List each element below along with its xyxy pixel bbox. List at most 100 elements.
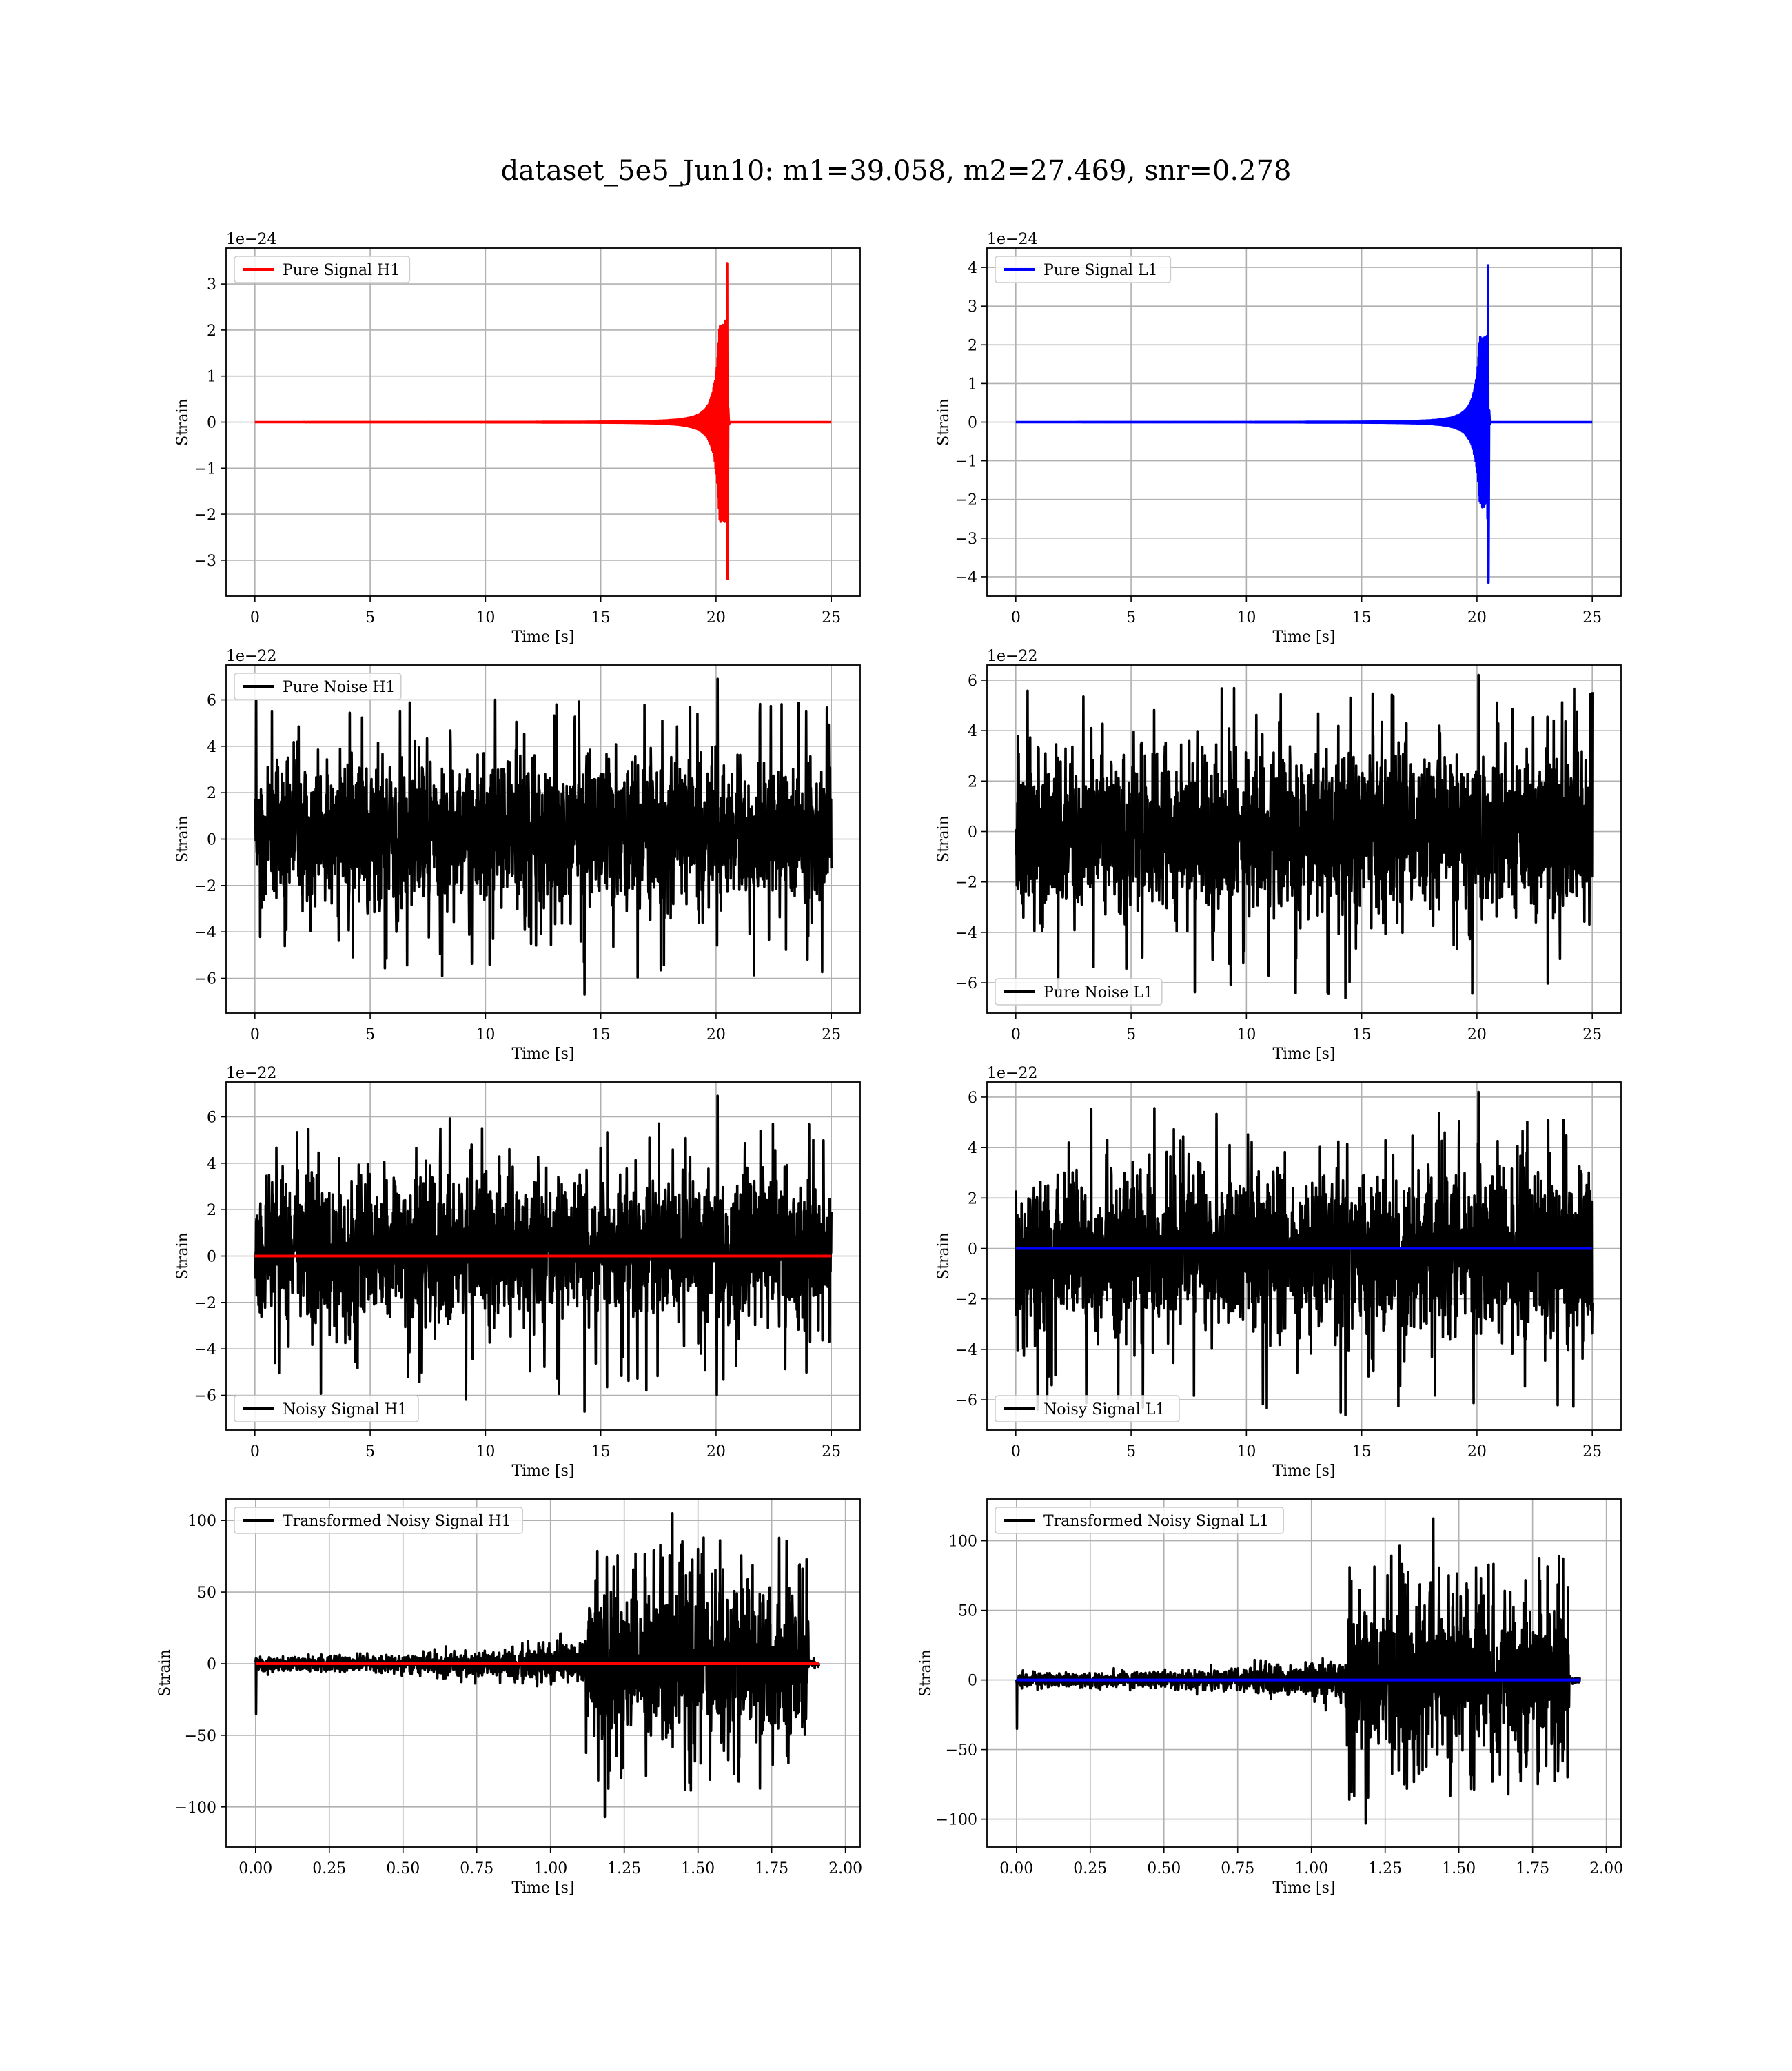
y-tick-label: −6 — [955, 1392, 977, 1409]
x-tick-label: 15 — [1352, 1443, 1372, 1460]
x-tick-label: 25 — [1582, 1026, 1602, 1043]
y-tick-label: −100 — [936, 1812, 977, 1829]
y-tick-label: −2 — [194, 1295, 216, 1312]
legend: Pure Signal L1 — [995, 256, 1172, 283]
x-axis-label: Time [s] — [511, 1879, 574, 1897]
x-tick-label: 10 — [476, 1443, 495, 1460]
y-tick-label: 2 — [207, 1202, 216, 1219]
y-tick-label: −6 — [955, 975, 977, 992]
subplot-noisy-signal-h1: 0 5 10 15 20 25 −6 −4 −2 0 2 4 6 Time [s] Strain 1e−22 N… — [174, 1065, 861, 1480]
y-tick-label: 4 — [968, 1140, 977, 1157]
y-offset-text: 1e−22 — [987, 648, 1037, 665]
y-tick-label: −6 — [194, 971, 216, 988]
y-offset-text: 1e−22 — [226, 1065, 276, 1082]
x-tick-label: 0.25 — [1073, 1860, 1107, 1877]
axes-frame — [986, 1498, 1622, 1848]
series-line-pure-noise-h1 — [254, 677, 833, 996]
x-tick-label: 20 — [706, 1443, 726, 1460]
legend: Pure Signal H1 — [234, 256, 411, 283]
y-tick-label: 6 — [207, 1110, 216, 1127]
x-tick-label: 15 — [591, 609, 611, 626]
legend-box — [234, 256, 411, 283]
y-tick-label: 4 — [207, 1156, 216, 1173]
axes-frame — [986, 1081, 1622, 1431]
x-tick-label: 1.75 — [1516, 1860, 1549, 1877]
y-tick-label: −50 — [946, 1742, 977, 1759]
subplot-noisy-signal-l1: 0 5 10 15 20 25 −6 −4 −2 0 2 4 6 Time [s] Strain 1e−22 N… — [935, 1065, 1622, 1480]
y-axis-label: Strain — [917, 1649, 935, 1697]
x-tick-label: 10 — [476, 609, 495, 626]
x-axis-label: Time [s] — [1272, 1879, 1335, 1897]
y-tick-label: 100 — [948, 1533, 977, 1551]
y-tick-label: −3 — [194, 553, 216, 570]
y-tick-label: 100 — [187, 1513, 216, 1530]
legend-box — [234, 673, 402, 700]
x-tick-label: 0 — [1011, 1443, 1021, 1460]
y-tick-label: 2 — [207, 785, 216, 802]
x-tick-label: 15 — [591, 1443, 611, 1460]
subplot-pure-signal-l1: 0 5 10 15 20 25 −4 −3 −2 −1 0 1 2 3 4 Time [s] Strain 1e−… — [935, 231, 1622, 646]
x-tick-label: 1.00 — [533, 1860, 567, 1877]
plot-area — [254, 262, 832, 580]
x-tick-label: 25 — [822, 609, 841, 626]
x-tick-label: 0.50 — [1147, 1860, 1181, 1877]
x-tick-label: 20 — [1467, 1026, 1487, 1043]
legend-label: Noisy Signal L1 — [1043, 1401, 1165, 1418]
legend-label: Noisy Signal H1 — [283, 1401, 407, 1418]
x-tick-label: 25 — [822, 1026, 841, 1043]
x-tick-label: 5 — [1126, 1026, 1136, 1043]
x-tick-label: 25 — [1582, 609, 1602, 626]
legend-label: Transformed Noisy Signal L1 — [1043, 1513, 1269, 1530]
legend-label: Transformed Noisy Signal H1 — [283, 1513, 511, 1530]
y-tick-label: −4 — [955, 925, 977, 942]
x-tick-label: 1.50 — [1442, 1860, 1476, 1877]
x-tick-label: 1.00 — [1294, 1860, 1328, 1877]
y-axis-label: Strain — [174, 815, 192, 863]
y-axis-label: Strain — [174, 398, 192, 446]
legend-box — [234, 1507, 523, 1534]
x-tick-label: 10 — [1236, 609, 1256, 626]
x-tick-label: 0.00 — [238, 1860, 272, 1877]
legend: Noisy Signal H1 — [234, 1395, 419, 1422]
x-tick-label: 20 — [706, 1026, 726, 1043]
y-tick-label: 3 — [207, 276, 216, 294]
x-tick-label: 5 — [365, 1443, 375, 1460]
legend-box — [995, 1507, 1284, 1534]
x-tick-label: 0 — [250, 609, 260, 626]
y-offset-text: 1e−24 — [987, 231, 1037, 248]
x-tick-label: 0.50 — [386, 1860, 420, 1877]
y-tick-label: 50 — [197, 1584, 216, 1602]
x-tick-label: 1.25 — [607, 1860, 641, 1877]
x-tick-label: 15 — [1352, 609, 1372, 626]
y-tick-label: −4 — [955, 569, 977, 586]
y-offset-text: 1e−24 — [226, 231, 276, 248]
series-line-noisy-signal-h1 — [254, 1094, 833, 1413]
x-tick-label: 10 — [476, 1026, 495, 1043]
x-tick-label: 0 — [1011, 609, 1021, 626]
y-tick-label: 6 — [968, 673, 977, 690]
x-tick-label: 0.75 — [1221, 1860, 1254, 1877]
y-offset-text: 1e−22 — [226, 648, 276, 665]
legend: Transformed Noisy Signal H1 — [234, 1507, 523, 1534]
y-tick-label: −1 — [955, 453, 977, 471]
legend-label: Pure Signal H1 — [283, 262, 400, 279]
x-tick-label: 15 — [1352, 1026, 1372, 1043]
legend: Pure Noise L1 — [995, 978, 1163, 1006]
subplot-transformed-noisy-signal-l1: 0.00 0.25 0.50 0.75 1.00 1.25 1.50 1.75 2.00 −100… — [917, 1498, 1623, 1897]
x-tick-label: 0.25 — [312, 1860, 346, 1877]
y-tick-label: 0 — [968, 415, 977, 432]
x-tick-label: 1.75 — [755, 1860, 788, 1877]
y-tick-label: −1 — [194, 460, 216, 478]
y-tick-label: −50 — [185, 1728, 216, 1745]
y-tick-label: 2 — [968, 337, 977, 354]
y-tick-label: 0 — [968, 1241, 977, 1258]
x-tick-label: 15 — [591, 1026, 611, 1043]
y-tick-label: 6 — [207, 693, 216, 710]
x-axis-label: Time [s] — [1272, 1045, 1335, 1063]
y-tick-label: 1 — [207, 369, 216, 386]
y-axis-label: Strain — [174, 1232, 192, 1280]
y-tick-label: −2 — [955, 492, 977, 509]
legend: Noisy Signal L1 — [995, 1395, 1180, 1422]
y-tick-label: 3 — [968, 298, 977, 316]
x-tick-label: 20 — [1467, 609, 1487, 626]
